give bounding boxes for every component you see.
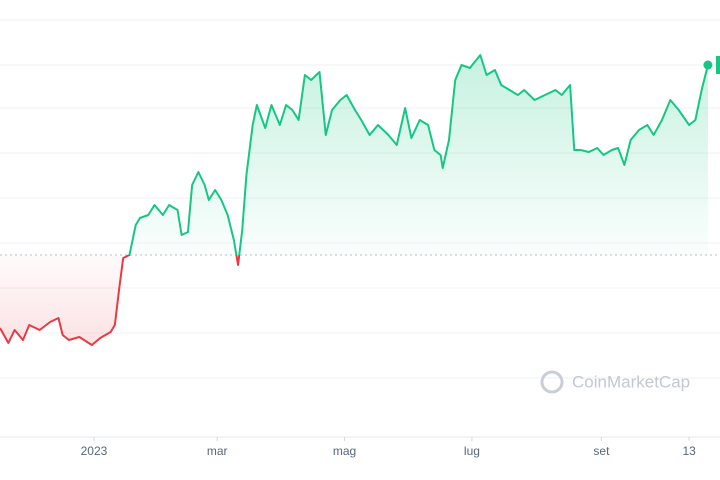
last-point [703, 60, 713, 70]
watermark-text: CoinMarketCap [572, 372, 690, 391]
watermark: CoinMarketCap [540, 370, 690, 394]
x-tick-label: 2023 [81, 444, 108, 458]
price-line [0, 54, 709, 346]
price-tag [716, 56, 720, 74]
x-tick-label: mag [333, 444, 356, 458]
x-tick-label: lug [464, 444, 480, 458]
x-tick-label: 13 [682, 444, 696, 458]
area [0, 55, 708, 345]
watermark-logo [540, 370, 564, 394]
x-tick-label: mar [207, 444, 228, 458]
x-tick-label: set [593, 444, 610, 458]
